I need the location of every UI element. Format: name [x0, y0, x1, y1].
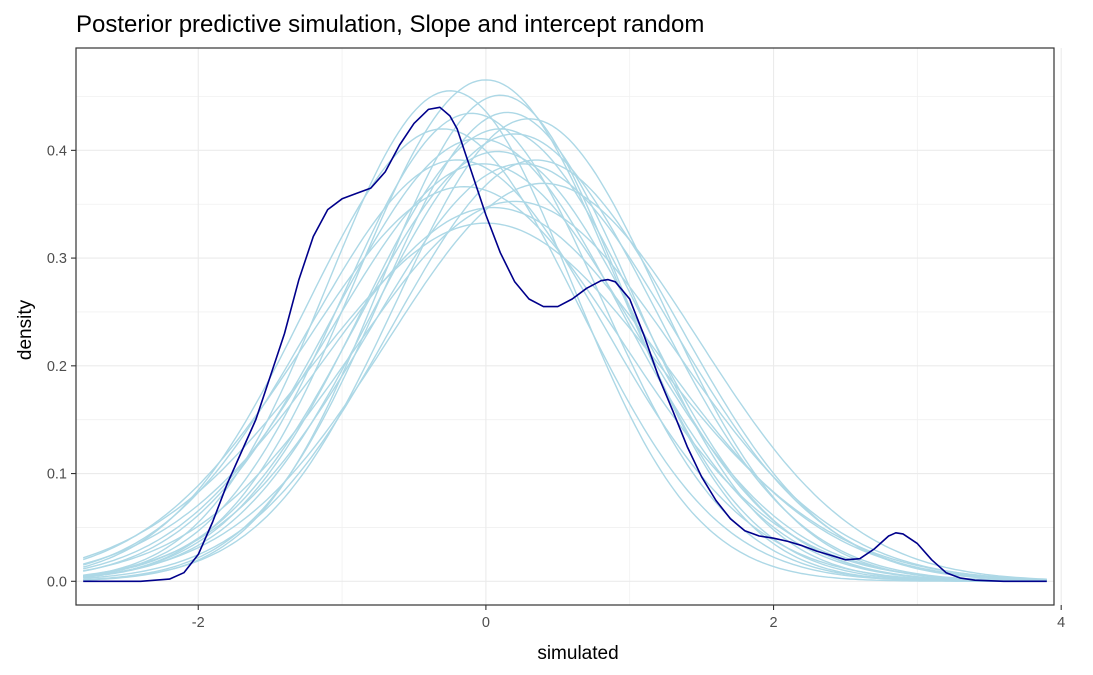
x-axis-label: simulated [537, 643, 618, 664]
x-tick-label: 4 [1057, 615, 1065, 631]
simulated-density-curve [83, 133, 1047, 582]
simulated-density-curve [82, 185, 1047, 582]
minor-grid [76, 48, 1054, 605]
y-axis-label: density [15, 299, 36, 360]
simulated-density-curve [83, 163, 1047, 581]
simulated-density-curve [83, 111, 1047, 582]
x-axis-ticks: -2 0 2 4 [192, 605, 1065, 631]
simulated-density-curve [83, 150, 1047, 582]
panel-border [75, 47, 1055, 606]
y-tick-label: 0.4 [47, 143, 67, 159]
y-tick-label: 0.0 [47, 574, 67, 590]
simulated-density-curve [83, 112, 1047, 582]
y-axis-ticks: 0.0 0.1 0.2 0.3 0.4 [47, 143, 76, 590]
y-tick-label: 0.3 [47, 251, 67, 267]
simulated-density-curve [83, 182, 1047, 580]
y-tick-label: 0.1 [47, 467, 67, 483]
major-grid [76, 48, 1062, 605]
x-tick-label: 2 [770, 615, 778, 631]
simulated-density-curve [83, 163, 1047, 582]
simulated-density-curve [83, 200, 1047, 581]
simulated-density-lines [82, 79, 1047, 582]
simulated-density-curve [83, 159, 1047, 582]
chart-title: Posterior predictive simulation, Slope a… [76, 11, 704, 38]
simulated-density-curve [83, 137, 1047, 582]
observed-density-curve [83, 106, 1047, 583]
x-tick-label: 0 [482, 615, 490, 631]
simulated-density-curve [83, 94, 1047, 582]
simulated-density-curve [83, 159, 1047, 582]
observed-density-line [83, 106, 1047, 583]
simulated-density-curve [83, 79, 1047, 582]
y-tick-label: 0.2 [47, 359, 67, 375]
x-tick-label: -2 [192, 615, 205, 631]
